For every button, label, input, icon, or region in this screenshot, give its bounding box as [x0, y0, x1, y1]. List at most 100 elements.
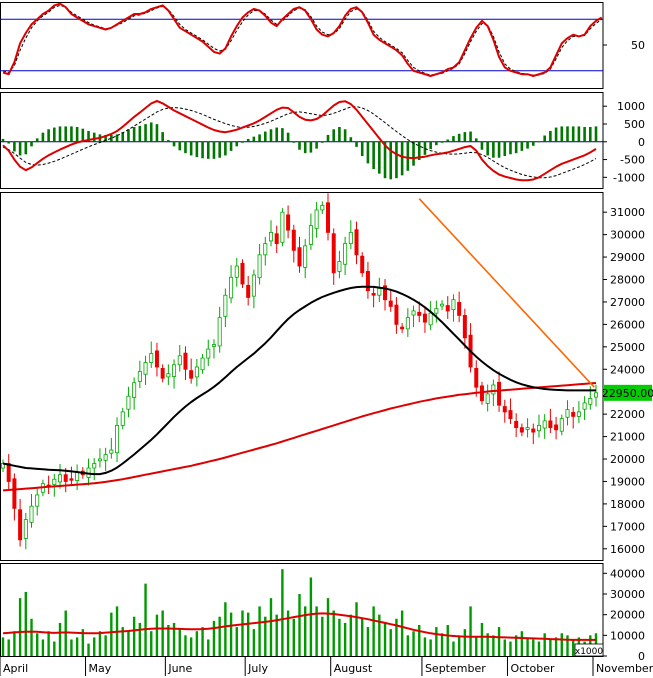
price-tick-label: 18000 — [610, 498, 645, 511]
volume-bar — [497, 627, 501, 656]
macd-line — [2, 99, 597, 182]
macd-histogram-bar — [115, 134, 119, 142]
volume-bar — [446, 625, 449, 656]
volume-bar — [167, 625, 170, 656]
candle-up — [143, 362, 148, 375]
volume-bar — [440, 633, 444, 656]
candle-up — [337, 261, 342, 272]
volume-bar — [383, 622, 387, 656]
candle-down — [360, 255, 365, 274]
volume-bar — [343, 622, 347, 656]
candle-up — [103, 454, 108, 461]
candle-up — [126, 395, 131, 410]
macd-histogram-bar — [355, 141, 358, 147]
macd-histogram-bar — [560, 126, 564, 142]
candle-up — [115, 424, 120, 454]
price-tick-label: 16000 — [610, 543, 645, 556]
volume-tick-label: 10000 — [610, 629, 645, 642]
macd-histogram-bar — [167, 140, 170, 142]
candle-up — [308, 225, 313, 245]
volume-bar — [298, 594, 301, 656]
volume-bar — [378, 614, 381, 656]
macd-histogram-bar — [298, 141, 301, 150]
volume-bar — [543, 633, 546, 656]
candle-up — [58, 474, 63, 483]
macd-histogram-bar — [360, 141, 364, 156]
candle-up — [485, 393, 490, 404]
candle-up — [525, 427, 530, 430]
candle-up — [251, 274, 256, 297]
candle-down — [331, 233, 336, 274]
price-tick-label: 22000 — [610, 408, 645, 421]
volume-bar — [207, 639, 210, 656]
volume-bar — [286, 610, 290, 656]
volume-bar — [155, 614, 159, 656]
macd-histogram-bar — [41, 132, 45, 142]
macd-frame — [0, 92, 604, 189]
volume-bar — [400, 610, 404, 656]
oscillator-tick-label: 50 — [631, 39, 645, 52]
volume-bar — [566, 635, 569, 656]
macd-histogram-bar — [292, 141, 296, 143]
volume-bar — [13, 631, 16, 656]
volume-bar — [241, 610, 244, 656]
x-tick-label: September — [425, 662, 486, 675]
volume-bar — [549, 639, 552, 656]
volume-bar — [332, 610, 335, 656]
x-tick-label: June — [167, 662, 192, 675]
candle-down — [383, 285, 388, 301]
volume-bar — [121, 627, 124, 656]
x-tick-label: November — [596, 662, 653, 675]
macd-histogram-bar — [246, 138, 250, 142]
volume-bar — [452, 641, 455, 656]
price-tick-label: 29000 — [610, 251, 645, 264]
volume-bar — [189, 637, 193, 656]
macd-histogram-bar — [406, 141, 410, 171]
macd-histogram-bar — [155, 124, 159, 142]
x-axis: April May June July August September October No… — [0, 656, 653, 676]
volume-bar — [560, 633, 563, 656]
volume-bar — [514, 635, 518, 656]
macd-tick-label: 500 — [624, 118, 645, 131]
candle-down — [69, 478, 74, 481]
macd-histogram-bar — [588, 126, 592, 142]
candle-up — [440, 303, 445, 307]
candle-up — [166, 373, 171, 378]
candle-down — [394, 304, 399, 325]
volume-bar — [503, 639, 506, 656]
volume-bar — [252, 629, 256, 656]
price-tick-label: 25000 — [610, 341, 645, 354]
price-tick-label: 31000 — [610, 206, 645, 219]
candle-down — [531, 428, 536, 433]
macd-tick-label: 0 — [638, 136, 645, 149]
volume-bar — [132, 616, 136, 656]
volume-bar — [161, 610, 164, 656]
volume-bar — [355, 602, 358, 656]
volume-bar — [520, 631, 524, 656]
price-tick-label: 20000 — [610, 453, 645, 466]
volume-bar — [218, 616, 221, 656]
macd-histogram-bar — [583, 126, 586, 142]
price-tick-label: 27000 — [610, 296, 645, 309]
macd-histogram-bar — [47, 129, 50, 142]
macd-histogram-bar — [127, 129, 130, 142]
volume-bar — [292, 618, 295, 656]
volume-bar — [178, 629, 181, 656]
candle-up — [343, 243, 348, 265]
price-tick-label: 30000 — [610, 229, 645, 242]
x-tick-label: July — [247, 662, 268, 675]
macd-histogram-bar — [212, 141, 216, 159]
macd-tick-label: -1000 — [613, 171, 645, 184]
candle-down — [388, 300, 393, 307]
volume-bar — [457, 635, 461, 656]
macd-histogram-bar — [92, 132, 96, 142]
volume-bar — [98, 631, 102, 656]
macd-histogram-bar — [64, 126, 68, 142]
candle-up — [491, 384, 496, 395]
price-frame — [0, 192, 604, 561]
volume-bar — [70, 639, 73, 656]
candle-up — [536, 424, 541, 432]
macd-histogram-bar — [446, 139, 450, 142]
volume-bar — [258, 606, 261, 656]
volume-bar — [554, 637, 558, 656]
